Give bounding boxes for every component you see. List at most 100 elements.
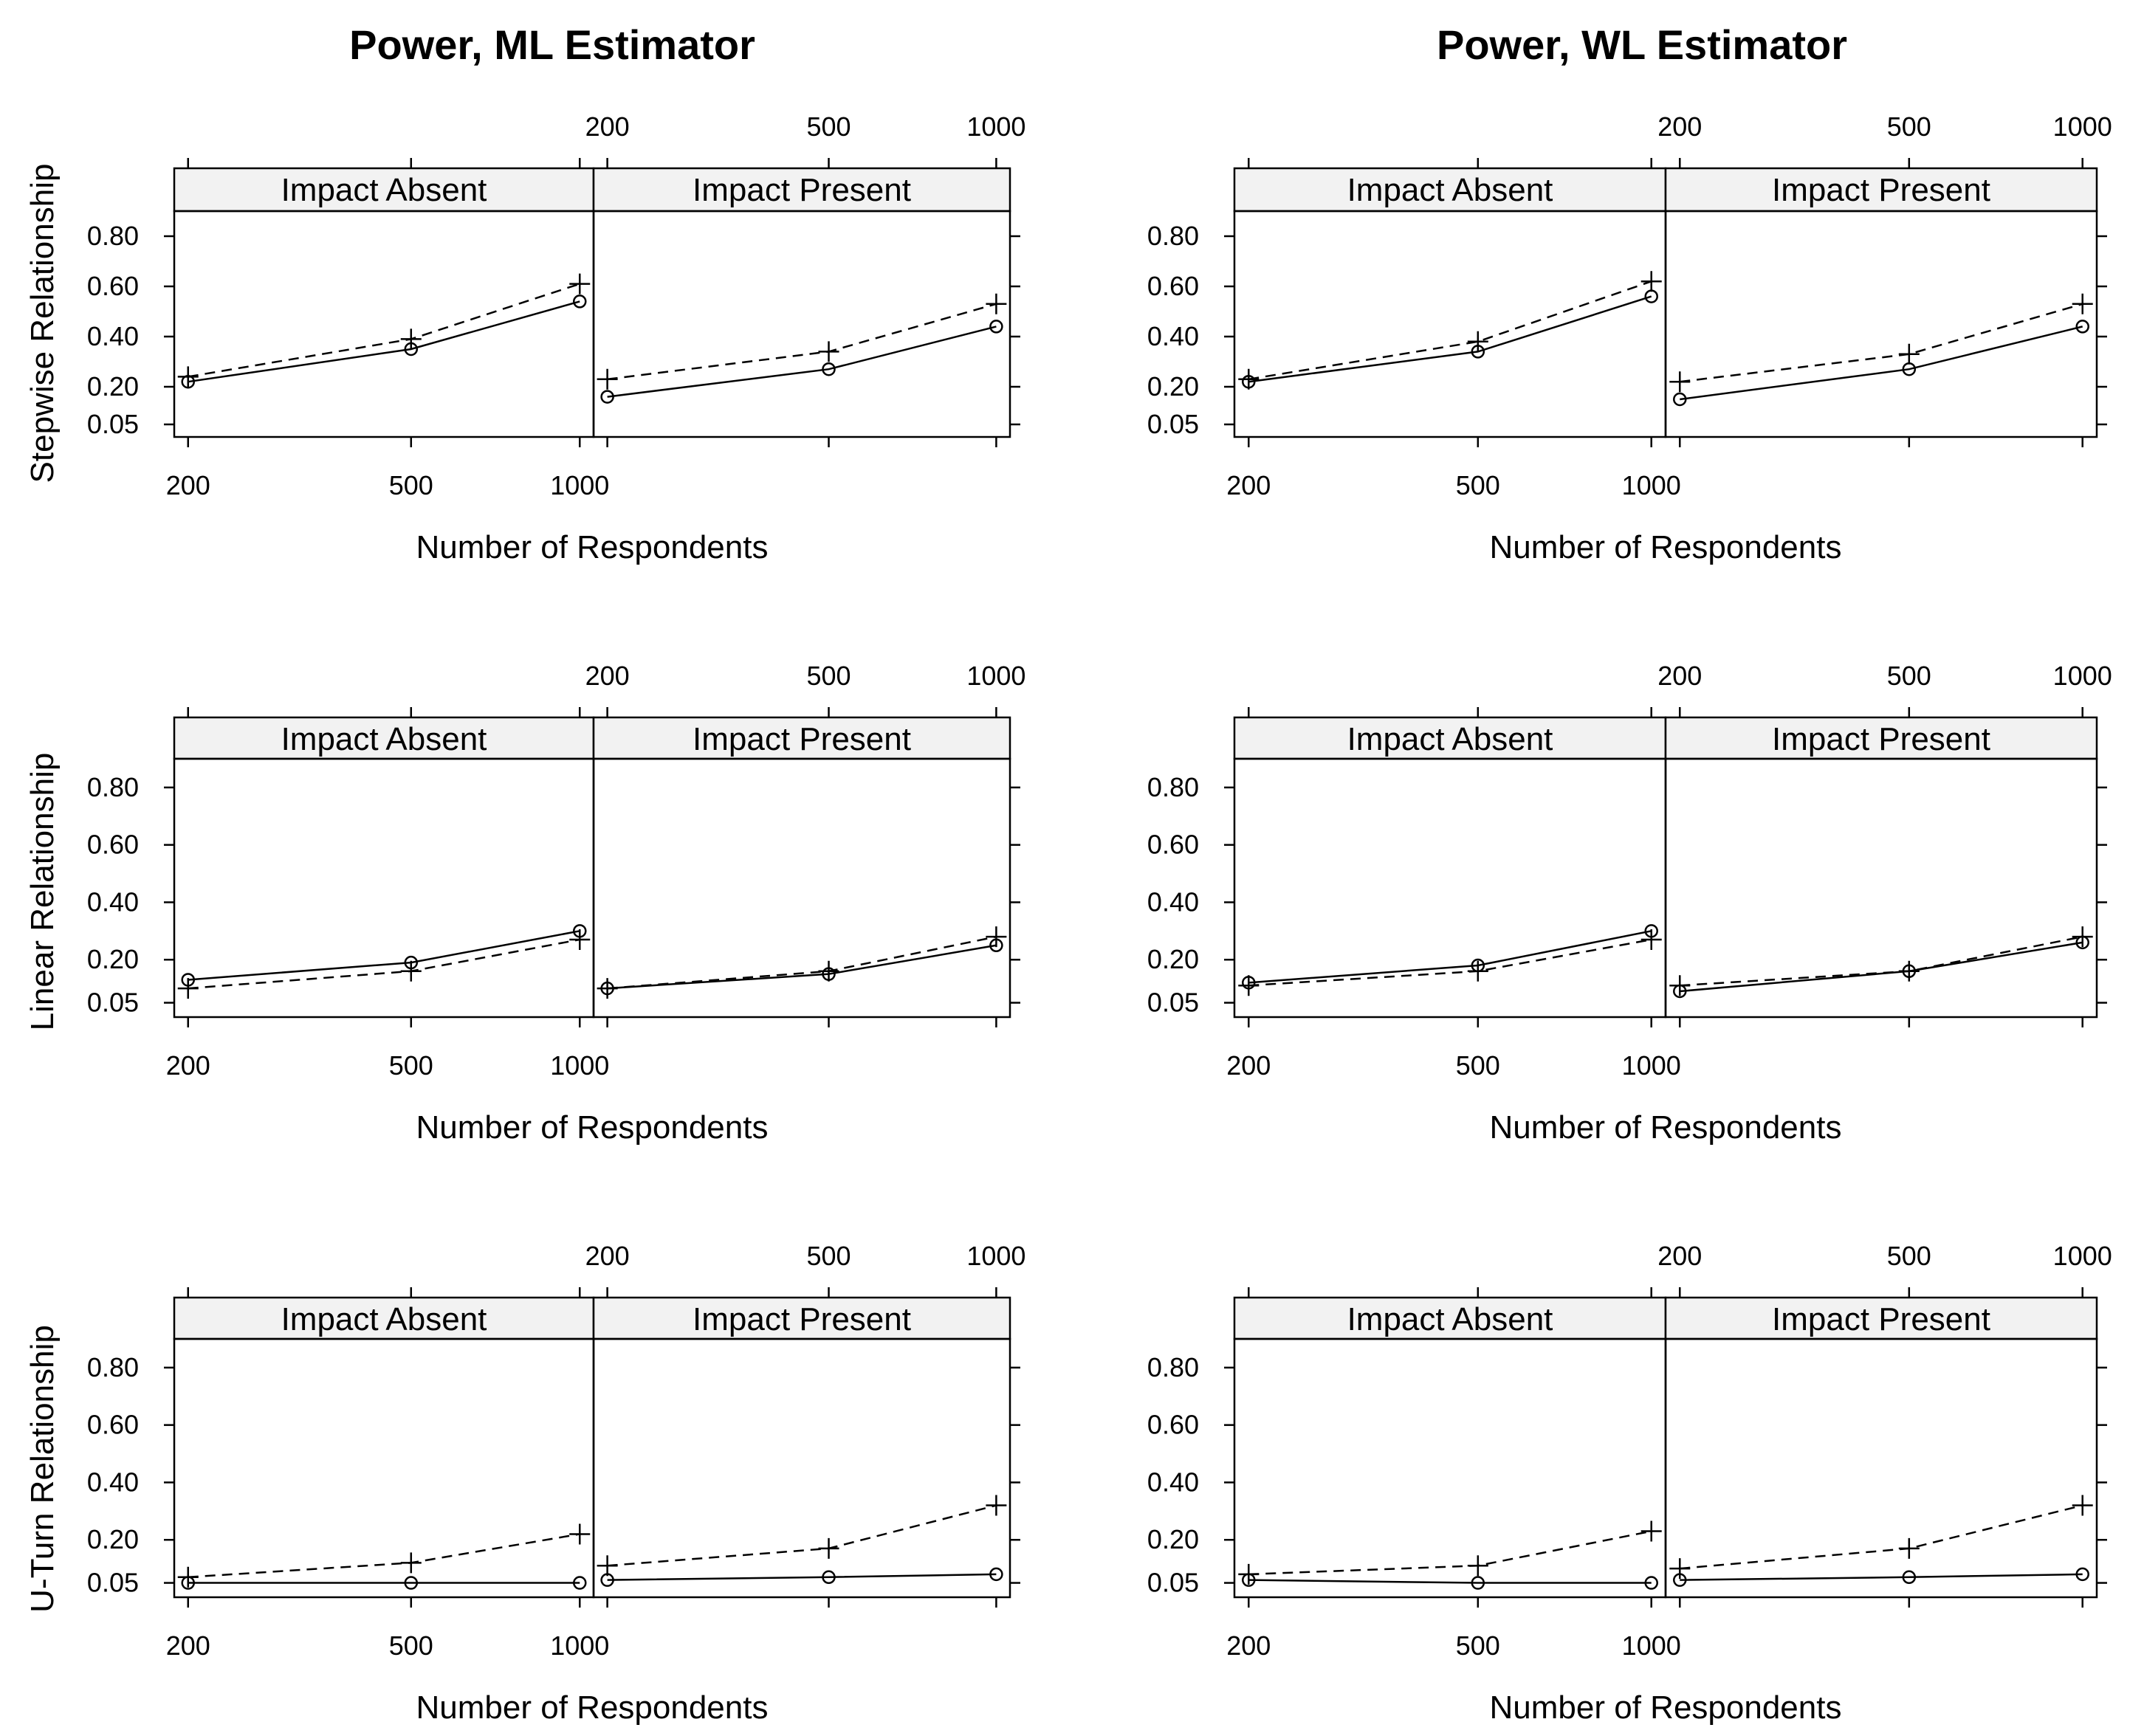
data-point-plus bbox=[1640, 271, 1662, 292]
panels-layer: Impact Absent Impact Present 0.05 0.20 0.40 0… bbox=[87, 111, 2112, 1726]
data-point-plus bbox=[597, 1555, 618, 1577]
data-point-plus bbox=[986, 1495, 1007, 1516]
y-tick-label: 0.05 bbox=[1147, 409, 1199, 439]
data-point-plus bbox=[1467, 1555, 1488, 1577]
panel-frame bbox=[1664, 757, 2098, 1019]
panel-frame bbox=[1233, 210, 1667, 438]
data-point-plus bbox=[2072, 293, 2093, 314]
data-point-plus bbox=[569, 273, 591, 294]
panel-frame bbox=[1664, 210, 2098, 438]
data-point-plus bbox=[818, 1537, 839, 1559]
x-tick-label: 1000 bbox=[550, 470, 609, 500]
x-tick-label: 500 bbox=[389, 1050, 433, 1081]
data-point-plus bbox=[2072, 1495, 2093, 1516]
x-tick-label-top: 500 bbox=[1887, 1241, 1931, 1271]
panel-frame bbox=[592, 1337, 1011, 1599]
trellis-row2-col2: Impact Absent Impact Present 0.05 0.20 0.40 0… bbox=[1147, 661, 2112, 1146]
trellis-row2-col1: Impact Absent Impact Present 0.05 0.20 0.40 0… bbox=[87, 661, 1026, 1146]
x-tick-label: 200 bbox=[1226, 470, 1271, 500]
data-point-circle bbox=[989, 320, 1003, 334]
strip-label-impact-present: Impact Present bbox=[693, 721, 911, 757]
panel-frame bbox=[1664, 1337, 2098, 1599]
x-tick-label-top: 500 bbox=[806, 1241, 851, 1271]
data-point-plus bbox=[1467, 331, 1488, 352]
x-tick-label: 1000 bbox=[1622, 470, 1681, 500]
data-point-plus bbox=[177, 366, 199, 388]
data-point-plus bbox=[1898, 1537, 1920, 1559]
data-point-plus bbox=[818, 341, 839, 362]
x-axis-label: Number of Respondents bbox=[416, 1109, 769, 1146]
strip-label-impact-absent: Impact Absent bbox=[1347, 721, 1553, 757]
x-tick-label-top: 200 bbox=[585, 111, 630, 142]
data-point-plus bbox=[1898, 960, 1920, 982]
x-tick-label: 1000 bbox=[550, 1050, 609, 1081]
x-tick-label-top: 500 bbox=[806, 111, 851, 142]
data-point-plus bbox=[177, 1566, 199, 1588]
panel-frame bbox=[173, 757, 595, 1019]
series-line-dashed bbox=[1248, 280, 1652, 381]
y-tick-label: 0.60 bbox=[1147, 830, 1199, 860]
data-point-plus bbox=[2072, 926, 2093, 948]
strip-impact-absent bbox=[173, 716, 595, 760]
series-line-solid bbox=[188, 300, 580, 383]
row-label-linear: Linear Relationship bbox=[24, 753, 61, 1031]
y-tick-label: 0.05 bbox=[87, 1568, 139, 1598]
strip-label-impact-present: Impact Present bbox=[1772, 1301, 1990, 1337]
data-point-plus bbox=[569, 1523, 591, 1545]
data-point-circle bbox=[2075, 320, 2089, 334]
trellis-row3-col2: Impact Absent Impact Present 0.05 0.20 0.40 0… bbox=[1147, 1241, 2112, 1726]
strip-impact-absent bbox=[1233, 1296, 1667, 1340]
series-line-solid bbox=[607, 1573, 997, 1581]
data-point-circle bbox=[989, 1567, 1003, 1582]
row-label-uturn: U-Turn Relationship bbox=[24, 1325, 61, 1613]
x-tick-label: 500 bbox=[1456, 1050, 1500, 1081]
x-axis-label: Number of Respondents bbox=[416, 1690, 769, 1726]
data-point-circle bbox=[1644, 1576, 1658, 1590]
strip-impact-present bbox=[592, 1296, 1011, 1340]
x-tick-label-top: 500 bbox=[1887, 111, 1931, 142]
y-tick-label: 0.80 bbox=[87, 772, 139, 802]
panel-frame bbox=[1233, 1337, 1667, 1599]
data-point-plus bbox=[1238, 1563, 1260, 1585]
trellis-row3-col1: Impact Absent Impact Present 0.05 0.20 0.40 0… bbox=[87, 1241, 1026, 1726]
data-point-plus bbox=[1669, 975, 1691, 996]
series-line-dashed bbox=[1680, 935, 2083, 987]
x-tick-label-top: 200 bbox=[585, 1241, 630, 1271]
y-tick-label: 0.60 bbox=[87, 1410, 139, 1440]
data-point-plus bbox=[986, 926, 1007, 948]
strip-label-impact-absent: Impact Absent bbox=[1347, 172, 1553, 208]
data-point-plus bbox=[569, 929, 591, 950]
series-line-solid bbox=[607, 326, 997, 398]
x-tick-label-top: 1000 bbox=[966, 1241, 1025, 1271]
data-point-plus bbox=[1640, 929, 1662, 950]
y-tick-label: 0.20 bbox=[1147, 371, 1199, 402]
series-line-solid bbox=[1248, 1579, 1652, 1584]
series-line-dashed bbox=[188, 283, 580, 378]
strip-impact-present bbox=[1664, 1296, 2098, 1340]
panel-frame bbox=[592, 757, 1011, 1019]
panel-frame bbox=[173, 1337, 595, 1599]
trellis-row1-col1: Impact Absent Impact Present 0.05 0.20 0.40 0… bbox=[87, 111, 1026, 565]
x-tick-label-top: 1000 bbox=[966, 661, 1025, 691]
y-tick-label: 0.60 bbox=[1147, 271, 1199, 301]
x-tick-label: 500 bbox=[1456, 470, 1500, 500]
strip-label-impact-present: Impact Present bbox=[693, 1301, 911, 1337]
y-tick-label: 0.20 bbox=[1147, 944, 1199, 974]
x-tick-label-top: 500 bbox=[1887, 661, 1931, 691]
data-point-plus bbox=[400, 960, 422, 982]
y-tick-label: 0.20 bbox=[87, 1524, 139, 1554]
y-tick-label: 0.40 bbox=[1147, 1467, 1199, 1497]
row-label-stepwise: Stepwise Relationship bbox=[24, 164, 61, 483]
y-tick-label: 0.60 bbox=[87, 271, 139, 301]
strip-label-impact-present: Impact Present bbox=[1772, 172, 1990, 208]
row-labels: Stepwise Relationship Linear Relationshi… bbox=[24, 164, 61, 1613]
y-tick-label: 0.60 bbox=[87, 830, 139, 860]
series-line-dashed bbox=[1248, 1530, 1652, 1576]
y-tick-label: 0.40 bbox=[87, 321, 139, 351]
data-point-plus bbox=[597, 368, 618, 390]
x-tick-label-top: 200 bbox=[1657, 661, 1702, 691]
x-axis-label: Number of Respondents bbox=[1490, 529, 1842, 565]
strip-label-impact-present: Impact Present bbox=[693, 172, 911, 208]
x-axis-label: Number of Respondents bbox=[1490, 1109, 1842, 1146]
x-axis-label: Number of Respondents bbox=[1490, 1690, 1842, 1726]
